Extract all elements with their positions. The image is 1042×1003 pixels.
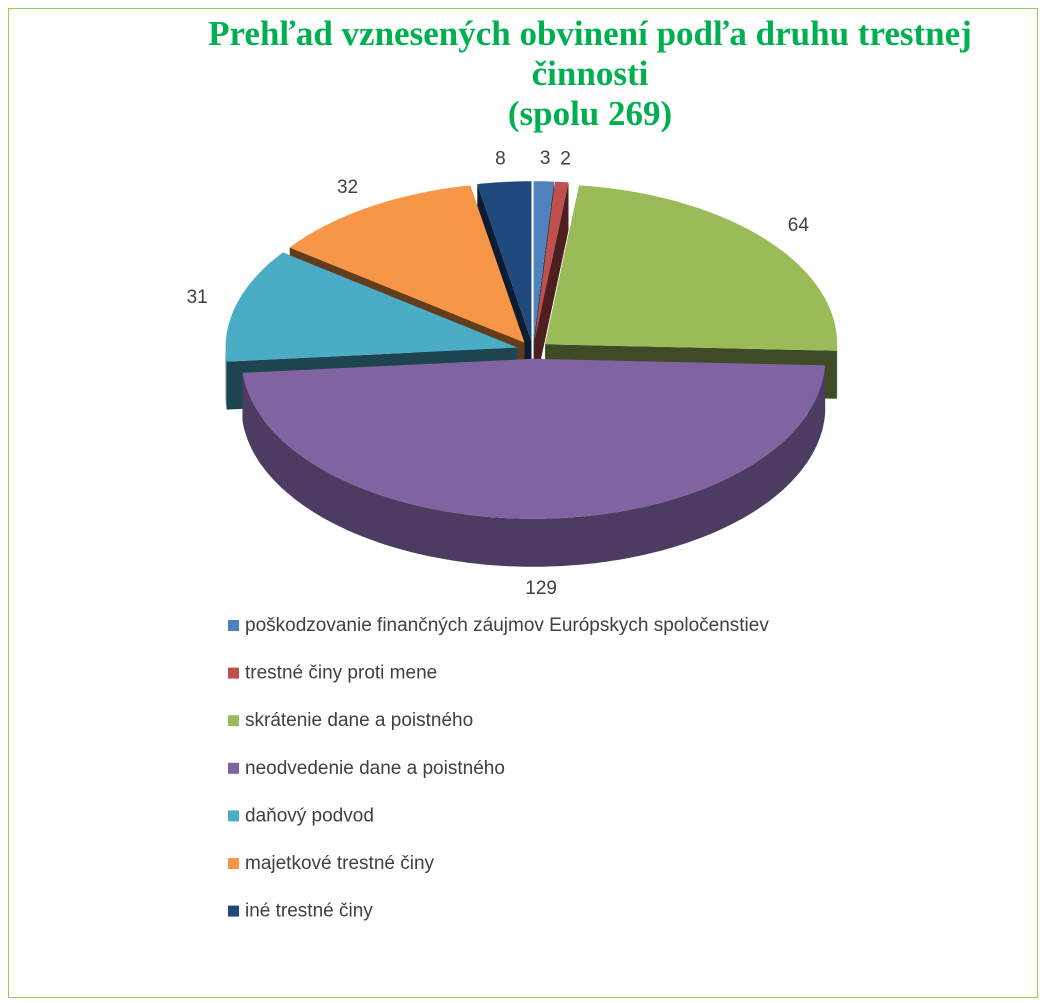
data-label: 32: [337, 177, 358, 198]
legend-label: poškodzovanie finančných záujmov Európsk…: [245, 615, 769, 636]
legend-label: skrátenie dane a poistného: [245, 710, 473, 731]
data-label: 3: [540, 148, 551, 169]
legend-label: daňový podvod: [245, 805, 374, 826]
slice: [242, 358, 826, 519]
slice: [289, 185, 525, 343]
slice: [545, 185, 838, 351]
data-label: 2: [560, 149, 571, 170]
legend-swatch: [228, 620, 239, 631]
legend-swatch: [228, 667, 239, 679]
slice-side: [225, 347, 227, 410]
chart-title: Prehľad vznesených obvinení podľa druhu …: [208, 14, 972, 93]
legend-label: neodvedenie dane a poistného: [245, 758, 505, 779]
legend-swatch: [228, 762, 239, 774]
legend-swatch: [228, 858, 239, 869]
chart-frame: [8, 8, 1038, 998]
data-label: 31: [187, 287, 208, 308]
data-label: 64: [788, 215, 810, 236]
legend-label: iné trestné činy: [245, 901, 373, 922]
slice: [225, 252, 518, 362]
legend-label: majetkové trestné činy: [245, 853, 435, 874]
data-label: 8: [495, 149, 506, 170]
slice: [533, 181, 554, 342]
chart-subtitle: (spolu 269): [507, 94, 673, 133]
slice-side: [242, 365, 826, 567]
chart-title-block: Prehľad vznesených obvinení podľa druhu …: [160, 14, 1020, 134]
legend-swatch: [228, 905, 239, 917]
slice: [534, 181, 569, 342]
slice-edge: [534, 182, 569, 390]
slice: [477, 181, 532, 342]
legend-label: trestné činy proti mene: [245, 663, 437, 684]
legend-swatch: [228, 715, 239, 727]
legend-swatch: [228, 810, 239, 822]
data-label: 129: [525, 578, 557, 599]
